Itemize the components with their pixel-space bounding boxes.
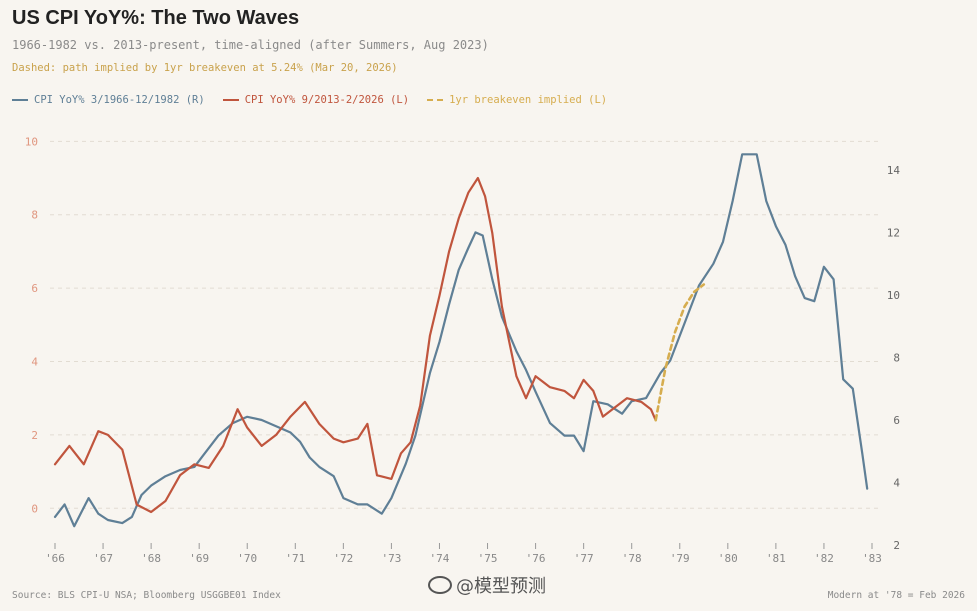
right-tick-label: 6 xyxy=(893,414,900,427)
x-tick-label: '70 xyxy=(237,552,257,565)
chart-title: US CPI YoY%: The Two Waves xyxy=(12,7,300,29)
legend-label: CPI YoY% 9/2013-2/2026 (L) xyxy=(244,94,410,106)
right-tick-label: 10 xyxy=(887,289,900,302)
chart-subtitle: 1966-1982 vs. 2013-present, time-aligned… xyxy=(12,38,489,52)
series-line-2013-2026 xyxy=(53,176,657,514)
x-tick-label: '80 xyxy=(718,552,738,565)
left-tick-label: 8 xyxy=(31,209,38,222)
series-lines xyxy=(53,153,869,528)
weibo-icon xyxy=(428,576,452,594)
left-tick-label: 10 xyxy=(25,135,38,148)
left-axis-ticks: 0 2 4 6 8 10 xyxy=(25,135,39,515)
x-axis-ticks: '66 '67 '68 '69 '70 '71 '72 '73 '74 '75 '76 '77 '78 '… xyxy=(45,543,882,565)
right-tick-label: 12 xyxy=(887,226,900,239)
series-line-1966-1982 xyxy=(53,153,869,528)
legend-item-2013-2026: CPI YoY% 9/2013-2/2026 (L) xyxy=(222,94,410,106)
legend-swatch-gold xyxy=(427,99,444,101)
legend-item-1966-1982: CPI YoY% 3/1966-12/1982 (R) xyxy=(12,94,205,106)
left-tick-label: 0 xyxy=(31,502,38,515)
x-tick-label: '72 xyxy=(333,552,353,565)
watermark-text: @模型预测 xyxy=(456,576,546,597)
right-tick-label: 8 xyxy=(893,351,900,364)
chart-note: Dashed: path implied by 1yr breakeven at… xyxy=(12,62,398,74)
legend-label: CPI YoY% 3/1966-12/1982 (R) xyxy=(34,94,205,106)
x-tick-label: '71 xyxy=(285,552,305,565)
x-tick-label: '78 xyxy=(622,552,642,565)
x-tick-label: '77 xyxy=(574,552,594,565)
watermark: @模型预测 xyxy=(428,572,546,598)
x-tick-label: '74 xyxy=(430,552,450,565)
alignment-note: Modern at '78 = Feb 2026 xyxy=(827,590,965,601)
right-axis-ticks: 2 4 6 8 10 12 14 xyxy=(887,164,901,552)
legend-swatch-blue xyxy=(12,99,28,101)
x-tick-label: '66 xyxy=(45,552,65,565)
left-tick-label: 4 xyxy=(31,356,38,369)
legend-item-breakeven: 1yr breakeven implied (L) xyxy=(427,94,607,106)
x-tick-label: '69 xyxy=(189,552,209,565)
legend: CPI YoY% 3/1966-12/1982 (R) CPI YoY% 9/2… xyxy=(12,94,607,106)
x-tick-label: '75 xyxy=(478,552,498,565)
x-tick-label: '83 xyxy=(862,552,882,565)
legend-swatch-red xyxy=(222,99,239,101)
source-note: Source: BLS CPI-U NSA; Bloomberg USGGBE0… xyxy=(12,590,281,601)
x-tick-label: '67 xyxy=(93,552,113,565)
left-tick-label: 6 xyxy=(31,282,38,295)
x-tick-label: '79 xyxy=(670,552,690,565)
legend-label: 1yr breakeven implied (L) xyxy=(449,94,608,106)
series-line-breakeven xyxy=(654,283,706,422)
x-tick-label: '81 xyxy=(766,552,786,565)
x-tick-label: '68 xyxy=(141,552,161,565)
x-tick-label: '82 xyxy=(814,552,834,565)
left-tick-label: 2 xyxy=(31,429,38,442)
right-tick-label: 2 xyxy=(893,539,900,552)
x-tick-label: '76 xyxy=(526,552,546,565)
right-tick-label: 4 xyxy=(893,476,900,489)
grid-lines xyxy=(50,140,880,509)
right-tick-label: 14 xyxy=(887,164,901,177)
x-tick-label: '73 xyxy=(381,552,401,565)
